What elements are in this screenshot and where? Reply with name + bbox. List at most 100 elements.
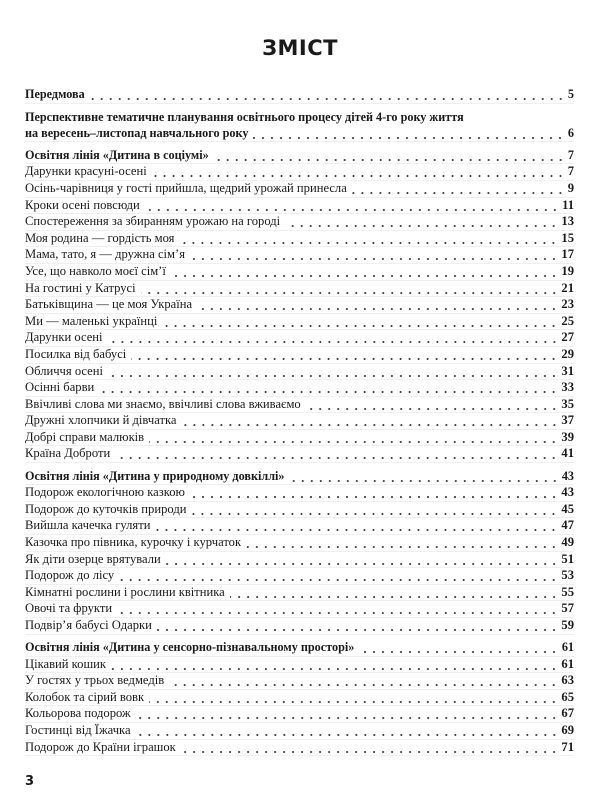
toc-entry[interactable]: Казочка про півника, курочку і курчаток 4…	[25, 533, 574, 552]
entry-title: Освітня лінія «Дитина в соціумі»	[25, 147, 209, 162]
entry-title: Овочі та фрукти	[25, 601, 113, 616]
toc-entry[interactable]: Моя родина — гордість моя 15	[25, 229, 574, 248]
entry-title: Колобок та сірий вовк	[25, 689, 145, 704]
toc-entry[interactable]: Колобок та сірий вовк 65	[25, 688, 574, 707]
dot-leader	[197, 296, 559, 313]
entry-page-number: 71	[561, 739, 574, 754]
toc-entry[interactable]: Ввічливі слова ми знаємо, ввічливі слова…	[25, 395, 574, 414]
dot-leader	[131, 345, 559, 363]
entry-page-number: 55	[561, 584, 574, 599]
entry-page-number: 39	[561, 429, 574, 444]
toc-entry[interactable]: Дарунки осені 27	[25, 329, 574, 347]
toc-section-entry[interactable]: Освітня лінія «Дитина в соціумі» 7	[25, 146, 574, 165]
toc-entry[interactable]: Як діти озерце врятували 51	[25, 550, 574, 569]
entry-page-number: 59	[561, 617, 574, 632]
entry-page-number: 33	[561, 380, 574, 395]
entry-title: Осінь-чарівниця у гості прийшла, щедрий …	[25, 180, 347, 195]
toc-section-entry[interactable]: Освітня лінія «Дитина у природному довкі…	[25, 467, 574, 486]
dot-leader	[305, 395, 559, 413]
entry-title: Кроки осені повсюди	[25, 197, 140, 212]
toc-entry[interactable]: Подорож до Країни іграшок 71	[25, 738, 574, 757]
entry-title: Освітня лінія «Дитина у сенсорно-пізнава…	[25, 640, 355, 654]
toc-entry[interactable]: Дружні хлопчики й дівчатка 37	[25, 412, 574, 430]
dot-leader	[191, 500, 559, 518]
toc-section-entry[interactable]: Перспективне тематичне планування освітн…	[25, 109, 574, 126]
toc-entry[interactable]: На гостині у Катрусі 21	[25, 279, 574, 298]
entry-page-number: 65	[561, 689, 574, 704]
entry-title: Подорож до куточків природи	[25, 501, 187, 516]
toc-entry[interactable]: Кроки осені повсюди 11	[25, 196, 574, 215]
entry-page-number: 7	[567, 164, 574, 179]
entry-title: Усе, що навколо моєї сім’ї	[25, 263, 166, 278]
entry-page-number: 25	[561, 313, 574, 328]
toc-entry[interactable]: Добрі справи малюків 39	[25, 428, 574, 447]
toc-section-entry[interactable]: Освітня лінія «Дитина у сенсорно-пізнава…	[25, 639, 574, 657]
dot-leader	[156, 616, 559, 634]
toc-section-entry[interactable]: Передмова 5	[25, 86, 574, 104]
entry-page-number: 11	[562, 197, 574, 212]
dot-leader	[246, 533, 559, 551]
entry-page-number: 69	[561, 722, 574, 737]
entry-page-number: 13	[561, 214, 574, 229]
dot-leader	[149, 428, 559, 446]
toc-entry[interactable]: Посилка від бабусі 29	[25, 345, 574, 364]
toc-entry[interactable]: Усе, що навколо моєї сім’ї 19	[25, 262, 574, 281]
dot-leader	[119, 567, 559, 584]
toc-entry[interactable]: Обличчя осені 31	[25, 362, 574, 381]
dot-leader	[289, 467, 559, 485]
dot-leader	[99, 379, 559, 396]
dot-leader	[179, 229, 559, 247]
toc-entry[interactable]: Спостереження за збиранням урожаю на гор…	[25, 213, 574, 231]
dot-leader	[253, 124, 565, 142]
entry-page-number: 53	[561, 568, 574, 583]
toc-entry[interactable]: Подвір’я бабусі Одарки 59	[25, 616, 574, 635]
toc-group: Освітня лінія «Дитина у сенсорно-пізнава…	[25, 639, 574, 757]
dot-leader	[229, 583, 559, 601]
dot-leader	[213, 146, 565, 164]
entry-title: Добрі справи малюків	[25, 429, 145, 444]
entry-title: Освітня лінія «Дитина у природному довкі…	[25, 468, 285, 483]
toc-entry[interactable]: Ми — маленькі українці 25	[25, 312, 574, 331]
toc-entry[interactable]: Гостинці від Їжачка 69	[25, 721, 574, 740]
toc-entry[interactable]: Кольорова подорож 67	[25, 705, 574, 723]
entry-title: Батьківщина — це моя Україна	[25, 297, 193, 312]
toc-entry[interactable]: Країна Доброти 41	[25, 445, 574, 464]
toc-entry[interactable]: Осінні барви 33	[25, 379, 574, 397]
dot-leader	[149, 688, 559, 706]
entry-page-number: 63	[561, 673, 574, 688]
entry-page-number: 35	[561, 396, 574, 411]
entry-title: Як діти озерце врятували	[25, 551, 161, 566]
entry-title: Кольорова подорож	[25, 706, 131, 721]
entry-page-number: 57	[561, 601, 574, 616]
toc-entry[interactable]: У гостях у трьох ведмедів 63	[25, 672, 574, 690]
dot-leader	[189, 484, 559, 501]
toc-entry[interactable]: Мама, тато, я — дружна сім’я 17	[25, 246, 574, 264]
entry-title: Подорож до лісу	[25, 568, 115, 583]
dot-leader	[117, 600, 559, 617]
dot-leader	[107, 329, 559, 346]
entry-page-number: 6	[567, 125, 574, 140]
entry-page-number: 15	[561, 230, 574, 245]
dot-leader	[181, 412, 559, 429]
toc-entry[interactable]: Цікавий кошик 61	[25, 655, 574, 674]
entry-page-number: 43	[561, 485, 574, 500]
toc-entry[interactable]: Осінь-чарівниця у гості прийшла, щедрий …	[25, 179, 574, 198]
toc-entry[interactable]: Подорож до лісу 53	[25, 567, 574, 585]
toc-entry[interactable]: Вийшла качечка гуляти 47	[25, 517, 574, 535]
entry-title: У гостях у трьох ведмедів	[25, 673, 165, 688]
toc-section-entry[interactable]: на вересень–листопад навчального року 6	[25, 124, 574, 143]
entry-title: Ввічливі слова ми знаємо, ввічливі слова…	[25, 396, 301, 411]
entry-page-number: 31	[561, 363, 574, 378]
toc-entry[interactable]: Батьківщина — це моя Україна 23	[25, 296, 574, 314]
entry-title: Мама, тато, я — дружна сім’я	[25, 247, 185, 262]
toc-entry[interactable]: Подорож до куточків природи 45	[25, 500, 574, 519]
entry-title: Дружні хлопчики й дівчатка	[25, 413, 177, 428]
toc-entry[interactable]: Овочі та фрукти 57	[25, 600, 574, 618]
entry-title: Осінні барви	[25, 380, 95, 395]
toc-entry[interactable]: Дарунки красуні-осені 7	[25, 163, 574, 181]
entry-page-number: 7	[567, 147, 574, 162]
toc-entry[interactable]: Подорож екологічною казкою 43	[25, 484, 574, 502]
toc-entry[interactable]: Кімнатні рослини і рослини квітника 55	[25, 583, 574, 602]
entry-title: Спостереження за збиранням урожаю на гор…	[25, 214, 281, 229]
entry-page-number: 51	[561, 551, 574, 566]
